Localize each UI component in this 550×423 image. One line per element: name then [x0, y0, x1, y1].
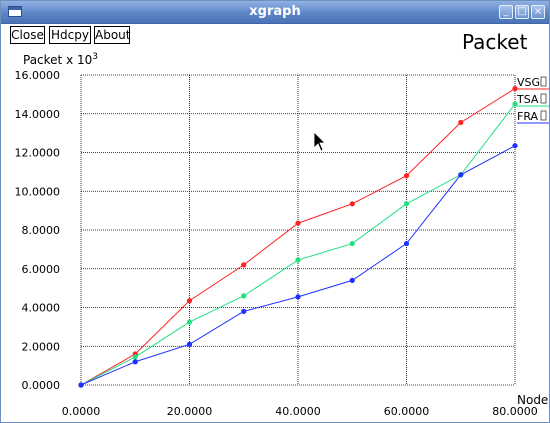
- minimize-button[interactable]: _: [499, 5, 513, 19]
- data-point-fra: [132, 359, 138, 365]
- hdcpy-button[interactable]: Hdcpy: [49, 26, 91, 44]
- mouse-cursor-icon: [313, 131, 326, 152]
- y-tick-label: 2.0000: [22, 340, 61, 353]
- title-bar[interactable]: xgraph _ □ ×: [1, 1, 549, 24]
- data-point-fra: [241, 308, 247, 314]
- data-point-fra: [186, 341, 193, 347]
- x-tick-label: 80.0000: [492, 405, 538, 418]
- data-point-tsa: [349, 240, 355, 247]
- data-point-fra: [295, 294, 301, 300]
- data-point-vsg: [349, 201, 355, 207]
- about-button[interactable]: About: [94, 26, 131, 44]
- data-point-tsa: [295, 257, 301, 263]
- y-tick-label: 0.0000: [22, 379, 61, 392]
- legend-label-fra: FRA: [517, 110, 539, 123]
- data-point-vsg: [295, 220, 301, 226]
- y-tick-label: 4.0000: [22, 302, 61, 315]
- y-tick-label: 8.0000: [22, 224, 61, 237]
- legend-label-tsa: TSA: [516, 93, 539, 106]
- series-layer: [78, 85, 518, 388]
- y-axis-label-text: Packet x 10: [23, 53, 92, 67]
- data-point-vsg: [458, 119, 464, 126]
- data-point-fra: [458, 172, 464, 178]
- data-point-vsg: [186, 298, 193, 304]
- y-tick-label: 12.0000: [15, 147, 61, 160]
- data-point-vsg: [241, 262, 247, 268]
- data-point-fra: [403, 240, 410, 247]
- x-tick-label: 20.0000: [167, 405, 213, 418]
- y-tick-label: 14.0000: [15, 108, 61, 121]
- x-tick-labels: 0.0000 20.0000 40.0000 60.0000 80.0000: [62, 405, 538, 418]
- y-tick-label: 10.0000: [15, 185, 61, 198]
- legend-box-tsa: [540, 93, 547, 104]
- y-axis-label: Packet x 103: [23, 52, 98, 67]
- data-point-tsa: [241, 293, 247, 299]
- y-tick-label: 6.0000: [22, 263, 61, 276]
- legend-box-fra: [540, 110, 547, 121]
- data-point-fra: [512, 143, 518, 149]
- x-tick-label: 40.0000: [275, 405, 321, 418]
- y-tick-label: 16.0000: [15, 69, 61, 82]
- window-menu-icon[interactable]: [8, 6, 22, 17]
- x-tick-label: 60.0000: [384, 405, 430, 418]
- close-button[interactable]: Close: [10, 26, 45, 44]
- legend-label-vsg: VSG: [517, 76, 540, 89]
- data-point-tsa: [512, 101, 518, 107]
- x-axis-label: Nodes: [517, 393, 549, 407]
- data-point-tsa: [186, 319, 193, 325]
- x-tick-label: 0.0000: [62, 405, 101, 418]
- grid-lines: [80, 74, 516, 386]
- y-tick-labels: 0.0000 2.0000 4.0000 6.0000 8.0000 10.0000 12.…: [15, 69, 61, 392]
- y-axis-label-exponent: 3: [92, 52, 98, 62]
- data-point-vsg: [512, 85, 518, 92]
- data-point-vsg: [403, 173, 410, 179]
- data-point-tsa: [132, 354, 138, 360]
- maximize-button[interactable]: □: [515, 5, 529, 19]
- legend: VSG TSA FRA: [516, 76, 549, 124]
- legend-box-vsg: [540, 76, 547, 87]
- plot-title: Packet: [462, 30, 528, 54]
- data-point-fra: [349, 277, 355, 283]
- data-point-tsa: [403, 201, 410, 207]
- window-title: xgraph: [249, 4, 301, 19]
- close-window-button[interactable]: ×: [531, 5, 545, 19]
- data-point-fra: [78, 382, 84, 388]
